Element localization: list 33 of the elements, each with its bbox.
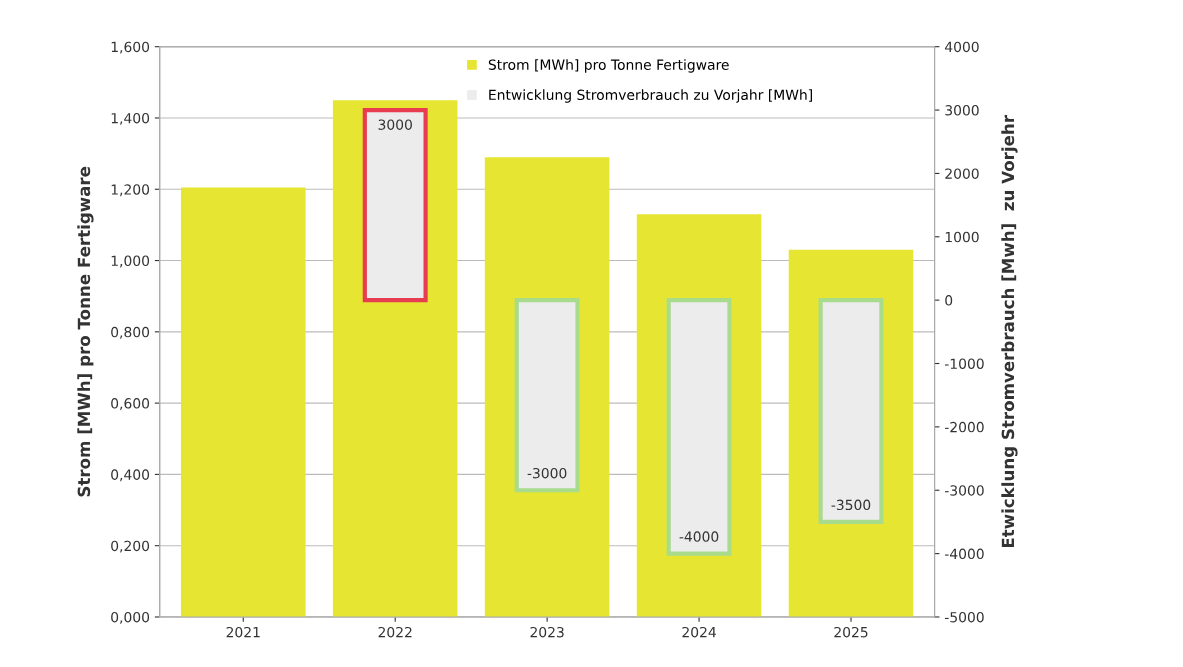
data-label: 3000 <box>378 119 412 130</box>
y-tick-label: 0,000 <box>111 611 150 624</box>
y-tick-label: 1,600 <box>111 41 150 54</box>
data-label: -3500 <box>831 499 871 511</box>
y-tick-label: 1,400 <box>111 112 150 125</box>
bar <box>180 187 306 617</box>
x-tick-label: 2022 <box>378 626 412 638</box>
y-tick-label: 0,800 <box>111 326 150 339</box>
y2-tick-label: 4000 <box>944 41 979 53</box>
y2-tick-label: -4000 <box>944 548 984 560</box>
data-label: -3000 <box>527 467 567 479</box>
legend-label: Strom [MWh] pro Tonne Fertigware <box>488 59 729 73</box>
x-tick-label: 2023 <box>530 626 564 638</box>
y-tick-label: 1,000 <box>111 255 150 268</box>
data-label: -4000 <box>679 531 719 542</box>
x-tick-label: 2025 <box>834 626 868 638</box>
x-tick-label: 2024 <box>682 626 716 638</box>
y2-tick-label: 3000 <box>945 105 979 116</box>
y2-tick-label: -2000 <box>944 421 984 433</box>
legend-label: Entwicklung Stromverbrauch zu Vorjahr [MWh] <box>489 89 812 103</box>
y-tick-label: 1,200 <box>111 184 150 197</box>
y-tick-label: 0,600 <box>111 398 150 411</box>
y-axis-title: Strom [MWh] pro Tonne Fertigware <box>77 166 94 497</box>
x-tick-label: 2021 <box>226 626 260 638</box>
y2-tick-label: -1000 <box>944 358 984 369</box>
y2-axis-title: Etwicklung Stromverbrauch [Mwh] zu Vorjehr <box>1001 115 1018 548</box>
y2-tick-label: 0 <box>945 295 953 306</box>
y2-tick-label: 2000 <box>945 168 979 179</box>
y2-tick-label: -5000 <box>944 611 984 623</box>
y2-tick-label: 1000 <box>945 231 979 243</box>
y-tick-label: 0,400 <box>111 469 150 482</box>
y2-tick-label: -3000 <box>944 485 984 496</box>
y-tick-label: 0,200 <box>111 540 150 553</box>
